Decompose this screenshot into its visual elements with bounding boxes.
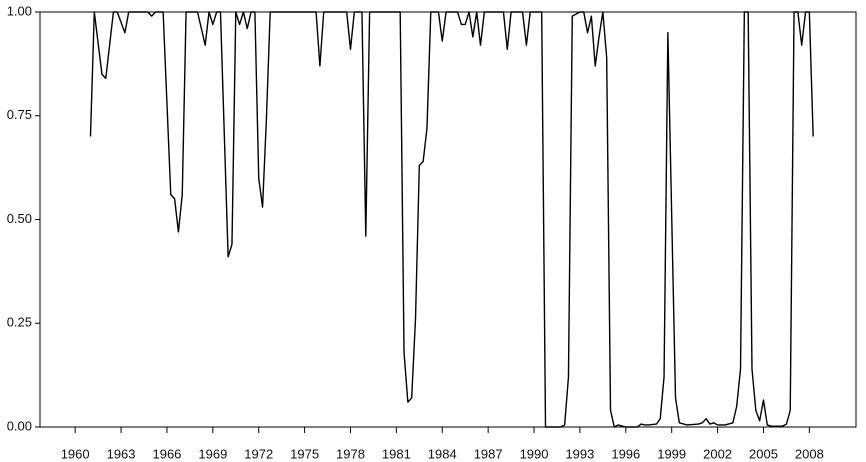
x-tick-label: 1969 bbox=[198, 446, 227, 461]
y-tick-label: 0.00 bbox=[7, 418, 32, 433]
y-tick-label: 0.50 bbox=[7, 211, 32, 226]
x-tick-label: 2002 bbox=[703, 446, 732, 461]
x-tick-label: 1972 bbox=[244, 446, 273, 461]
y-tick-label: 1.00 bbox=[7, 3, 32, 18]
x-tick-label: 1960 bbox=[61, 446, 90, 461]
plot-frame bbox=[39, 11, 857, 428]
x-tick-label: 1981 bbox=[382, 446, 411, 461]
x-tick-label: 1987 bbox=[474, 446, 503, 461]
y-tick-label: 0.25 bbox=[7, 315, 32, 330]
x-tick-label: 2008 bbox=[795, 446, 824, 461]
x-tick-label: 1996 bbox=[611, 446, 640, 461]
x-tick-label: 1975 bbox=[290, 446, 319, 461]
x-tick-label: 1999 bbox=[657, 446, 686, 461]
x-tick-label: 2005 bbox=[749, 446, 778, 461]
x-tick-label: 1984 bbox=[428, 446, 457, 461]
x-tick-label: 1963 bbox=[107, 446, 136, 461]
x-tick-label: 1990 bbox=[520, 446, 549, 461]
x-tick-label: 1966 bbox=[152, 446, 181, 461]
x-tick-label: 1978 bbox=[336, 446, 365, 461]
series-line bbox=[89, 11, 814, 428]
x-tick-label: 1993 bbox=[565, 446, 594, 461]
y-tick-label: 0.75 bbox=[7, 107, 32, 122]
